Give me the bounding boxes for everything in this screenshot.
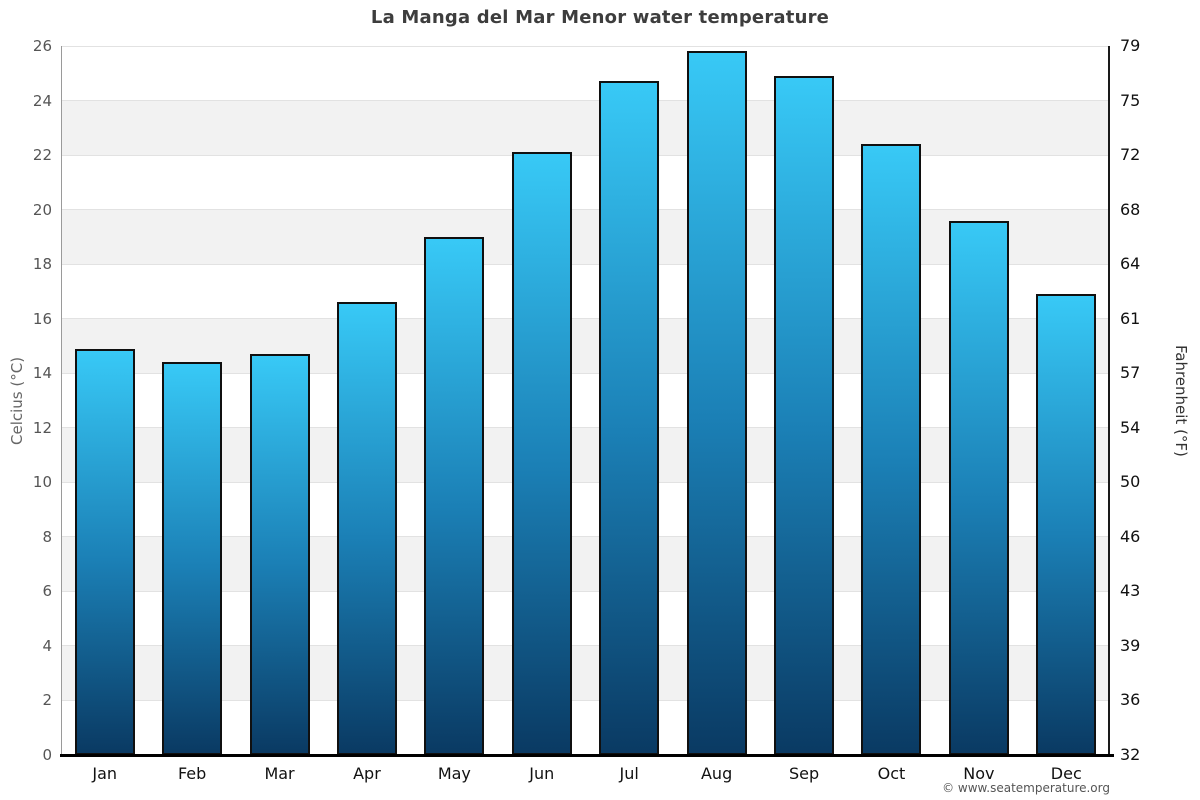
- celsius-tick-4: 4: [42, 636, 52, 655]
- background-band: [61, 427, 1110, 483]
- bar-jun: [511, 152, 572, 755]
- celsius-tick-24: 24: [32, 91, 52, 110]
- celsius-tick-16: 16: [32, 309, 52, 328]
- gridline: [61, 372, 1110, 374]
- xtick-jan: Jan: [92, 764, 118, 783]
- gridline: [61, 536, 1110, 538]
- celsius-tick-2: 2: [42, 691, 52, 710]
- fahrenheit-axis-label: Fahrenheit (°F): [1172, 344, 1190, 457]
- gridline: [61, 645, 1110, 647]
- fahrenheit-tick-64: 64: [1120, 254, 1141, 274]
- fahrenheit-tick-36: 36: [1120, 690, 1141, 710]
- bar-oct: [861, 144, 922, 755]
- background-band: [61, 645, 1110, 701]
- celsius-tick-6: 6: [42, 582, 52, 601]
- celsius-tick-26: 26: [32, 37, 52, 55]
- right-axis-spine: [1108, 46, 1110, 755]
- background-band: [61, 264, 1110, 319]
- gridline: [61, 100, 1110, 102]
- xtick-feb: Feb: [177, 764, 207, 783]
- celsius-tick-8: 8: [42, 527, 52, 546]
- bar-mar: [249, 354, 310, 755]
- gridline: [61, 590, 1110, 592]
- xtick-nov: Nov: [963, 764, 995, 783]
- background-band: [61, 373, 1110, 428]
- copyright-attribution: © www.seatemperature.org: [942, 781, 1110, 795]
- gridline: [61, 699, 1110, 701]
- fahrenheit-tick-75: 75: [1120, 90, 1141, 110]
- background-band: [61, 482, 1110, 537]
- fahrenheit-tick-68: 68: [1120, 199, 1141, 219]
- gridline: [61, 481, 1110, 483]
- xtick-jun: Jun: [529, 764, 555, 783]
- bar-feb: [162, 362, 223, 755]
- background-band: [61, 700, 1110, 755]
- celsius-tick-12: 12: [32, 418, 52, 437]
- fahrenheit-tick-32: 32: [1120, 745, 1141, 764]
- xtick-apr: Apr: [353, 764, 381, 783]
- background-band: [61, 318, 1110, 374]
- bar-aug: [686, 51, 747, 755]
- fahrenheit-tick-50: 50: [1120, 472, 1141, 492]
- xtick-jul: Jul: [619, 764, 639, 783]
- xtick-may: May: [437, 764, 471, 783]
- chart-title: La Manga del Mar Menor water temperature: [370, 7, 830, 28]
- background-band: [61, 591, 1110, 646]
- fahrenheit-tick-43: 43: [1120, 581, 1141, 601]
- fahrenheit-tick-39: 39: [1120, 635, 1141, 655]
- bar-may: [424, 236, 485, 755]
- fahrenheit-tick-72: 72: [1120, 145, 1141, 165]
- celsius-tick-22: 22: [32, 146, 52, 165]
- fahrenheit-tick-61: 61: [1120, 308, 1141, 328]
- celsius-tick-18: 18: [32, 255, 52, 274]
- bar-apr: [336, 302, 397, 755]
- background-band: [61, 155, 1110, 210]
- celsius-tick-0: 0: [42, 746, 52, 764]
- background-band: [61, 209, 1110, 265]
- xtick-dec: Dec: [1050, 764, 1082, 783]
- background-band: [61, 46, 1110, 101]
- xtick-sep: Sep: [788, 764, 820, 783]
- gridline: [61, 154, 1110, 156]
- left-axis-spine: [61, 46, 62, 755]
- fahrenheit-tick-54: 54: [1120, 417, 1141, 437]
- fahrenheit-tick-46: 46: [1120, 526, 1141, 546]
- background-band: [61, 100, 1110, 156]
- fahrenheit-tick-79: 79: [1120, 36, 1141, 55]
- gridline: [61, 318, 1110, 320]
- xtick-aug: Aug: [700, 764, 733, 783]
- background-band: [61, 536, 1110, 592]
- xtick-oct: Oct: [877, 764, 906, 783]
- xtick-mar: Mar: [264, 764, 295, 783]
- bottom-axis-line: [60, 754, 1114, 757]
- bar-dec: [1036, 294, 1097, 755]
- bar-jan: [74, 348, 135, 755]
- celsius-tick-14: 14: [32, 364, 52, 383]
- gridline: [61, 427, 1110, 429]
- fahrenheit-tick-57: 57: [1120, 363, 1141, 383]
- celsius-tick-10: 10: [32, 473, 52, 492]
- gridline: [61, 263, 1110, 265]
- plot-area: 0 2 4 6 8 10 12 14 16 18 20 22 24 26 32 36 39 43 46 50 54 57…: [33, 37, 1140, 784]
- bar-sep: [774, 76, 835, 755]
- gridline: [61, 209, 1110, 211]
- gridline: [61, 45, 1110, 47]
- bar-nov: [948, 220, 1009, 755]
- celsius-tick-20: 20: [32, 200, 52, 219]
- bar-jul: [599, 81, 660, 755]
